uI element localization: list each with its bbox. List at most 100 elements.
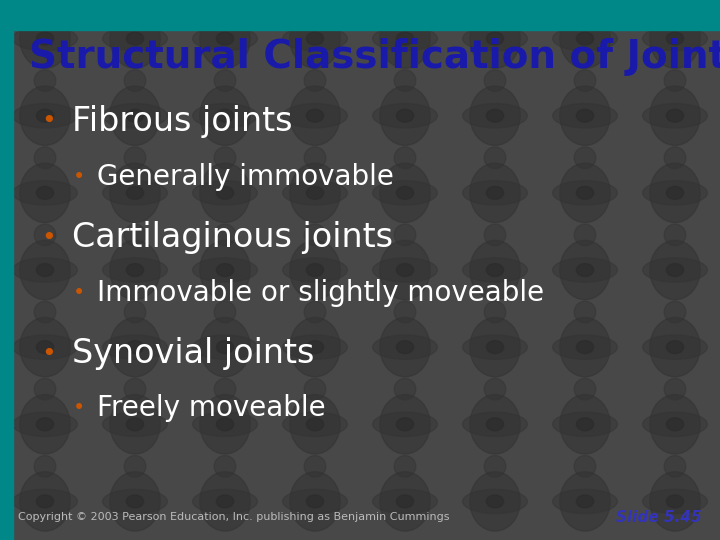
- Ellipse shape: [643, 258, 707, 282]
- Circle shape: [307, 495, 324, 508]
- Ellipse shape: [200, 163, 251, 222]
- Ellipse shape: [560, 86, 611, 145]
- Ellipse shape: [470, 86, 521, 145]
- Ellipse shape: [649, 472, 701, 531]
- Circle shape: [217, 186, 233, 199]
- Ellipse shape: [395, 224, 416, 246]
- Ellipse shape: [373, 258, 438, 282]
- Ellipse shape: [373, 104, 438, 128]
- Ellipse shape: [19, 163, 71, 222]
- Circle shape: [487, 186, 504, 199]
- Circle shape: [217, 264, 233, 276]
- Ellipse shape: [470, 395, 521, 454]
- Text: •: •: [73, 282, 86, 303]
- Ellipse shape: [553, 104, 618, 128]
- Ellipse shape: [13, 104, 78, 128]
- Circle shape: [487, 109, 504, 122]
- Ellipse shape: [470, 472, 521, 531]
- Circle shape: [577, 495, 593, 508]
- Ellipse shape: [13, 489, 78, 514]
- Circle shape: [36, 186, 53, 199]
- Ellipse shape: [373, 26, 438, 51]
- Ellipse shape: [484, 301, 505, 323]
- Ellipse shape: [575, 224, 596, 246]
- Text: Cartilaginous joints: Cartilaginous joints: [72, 221, 393, 254]
- Circle shape: [36, 32, 53, 45]
- Circle shape: [487, 495, 504, 508]
- Ellipse shape: [102, 412, 167, 436]
- Ellipse shape: [395, 301, 416, 323]
- Circle shape: [307, 341, 324, 354]
- Ellipse shape: [289, 318, 340, 377]
- Ellipse shape: [643, 104, 707, 128]
- Ellipse shape: [304, 301, 325, 323]
- Ellipse shape: [304, 147, 325, 168]
- Ellipse shape: [283, 181, 347, 205]
- Ellipse shape: [289, 163, 340, 222]
- Ellipse shape: [373, 412, 438, 436]
- Ellipse shape: [35, 147, 56, 168]
- Ellipse shape: [215, 301, 236, 323]
- Ellipse shape: [643, 335, 707, 359]
- Text: •: •: [42, 226, 56, 249]
- Ellipse shape: [109, 318, 160, 377]
- Ellipse shape: [35, 70, 56, 91]
- Ellipse shape: [193, 489, 258, 514]
- Ellipse shape: [665, 0, 685, 14]
- Circle shape: [127, 264, 143, 276]
- Ellipse shape: [484, 0, 505, 14]
- Ellipse shape: [560, 472, 611, 531]
- Ellipse shape: [289, 395, 340, 454]
- Ellipse shape: [649, 395, 701, 454]
- Ellipse shape: [35, 301, 56, 323]
- Ellipse shape: [553, 335, 618, 359]
- Circle shape: [36, 418, 53, 431]
- Ellipse shape: [553, 26, 618, 51]
- Ellipse shape: [289, 9, 340, 68]
- Circle shape: [127, 495, 143, 508]
- Ellipse shape: [553, 489, 618, 514]
- Ellipse shape: [19, 86, 71, 145]
- Ellipse shape: [643, 412, 707, 436]
- Text: Slide 5.45: Slide 5.45: [616, 510, 702, 525]
- Ellipse shape: [649, 163, 701, 222]
- Ellipse shape: [193, 26, 258, 51]
- Ellipse shape: [575, 456, 596, 477]
- Bar: [0, 0, 720, 30]
- Ellipse shape: [665, 224, 685, 246]
- Ellipse shape: [484, 224, 505, 246]
- Ellipse shape: [484, 147, 505, 168]
- Ellipse shape: [193, 181, 258, 205]
- Circle shape: [217, 418, 233, 431]
- Ellipse shape: [470, 163, 521, 222]
- Ellipse shape: [484, 70, 505, 91]
- Ellipse shape: [19, 240, 71, 300]
- Circle shape: [307, 264, 324, 276]
- Text: Fibrous joints: Fibrous joints: [72, 105, 292, 138]
- Ellipse shape: [200, 9, 251, 68]
- Ellipse shape: [109, 9, 160, 68]
- Ellipse shape: [395, 70, 416, 91]
- Ellipse shape: [102, 335, 167, 359]
- Circle shape: [396, 186, 413, 199]
- Ellipse shape: [463, 489, 527, 514]
- Text: Copyright © 2003 Pearson Education, Inc. publishing as Benjamin Cummings: Copyright © 2003 Pearson Education, Inc.…: [18, 512, 449, 522]
- Ellipse shape: [484, 379, 505, 400]
- Circle shape: [667, 341, 684, 354]
- Ellipse shape: [125, 224, 145, 246]
- Circle shape: [487, 32, 504, 45]
- Ellipse shape: [380, 240, 431, 300]
- Circle shape: [217, 109, 233, 122]
- Circle shape: [577, 341, 593, 354]
- Ellipse shape: [289, 86, 340, 145]
- Ellipse shape: [215, 70, 236, 91]
- Circle shape: [667, 264, 684, 276]
- Ellipse shape: [19, 9, 71, 68]
- Ellipse shape: [13, 258, 78, 282]
- Ellipse shape: [35, 224, 56, 246]
- Circle shape: [127, 186, 143, 199]
- Ellipse shape: [19, 395, 71, 454]
- Text: Structural Classification of Joints: Structural Classification of Joints: [29, 38, 720, 76]
- Ellipse shape: [304, 224, 325, 246]
- Circle shape: [36, 264, 53, 276]
